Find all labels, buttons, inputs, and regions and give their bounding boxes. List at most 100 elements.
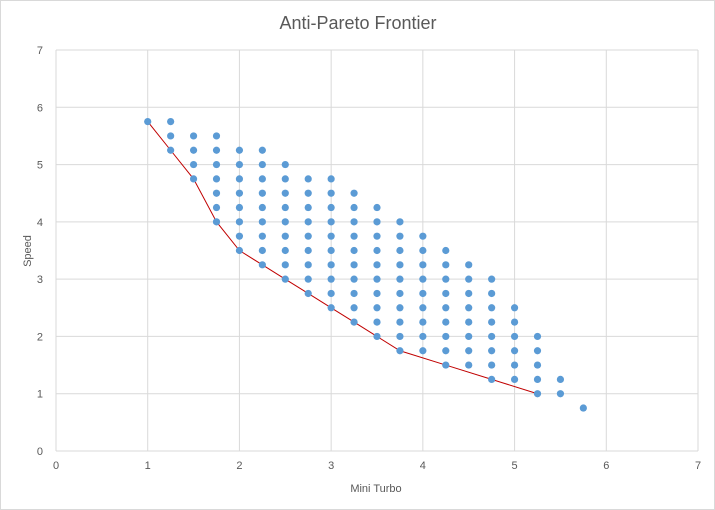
data-point bbox=[281, 218, 289, 226]
data-point bbox=[258, 203, 266, 212]
data-point bbox=[212, 146, 221, 154]
data-point bbox=[212, 160, 221, 169]
frontier-line bbox=[147, 121, 538, 395]
data-point bbox=[304, 246, 312, 255]
data-point bbox=[556, 375, 565, 383]
data-point bbox=[465, 318, 473, 326]
data-point bbox=[350, 189, 358, 197]
y-tick-label: 7 bbox=[37, 45, 43, 57]
y-tick-label: 5 bbox=[37, 160, 43, 172]
data-point bbox=[419, 232, 427, 240]
data-point bbox=[304, 203, 312, 212]
data-point bbox=[488, 318, 496, 326]
data-point bbox=[350, 289, 358, 298]
data-point bbox=[442, 246, 450, 255]
data-point bbox=[373, 203, 381, 212]
data-point bbox=[235, 218, 244, 226]
data-point bbox=[533, 347, 542, 355]
data-point bbox=[212, 132, 221, 140]
data-point bbox=[281, 246, 289, 255]
data-point bbox=[189, 146, 198, 154]
data-point bbox=[373, 275, 381, 283]
y-tick-label: 3 bbox=[37, 274, 43, 286]
y-tick-label: 0 bbox=[37, 446, 43, 458]
x-tick-label: 1 bbox=[145, 460, 151, 472]
data-point bbox=[442, 289, 450, 298]
data-point bbox=[465, 304, 473, 312]
data-point bbox=[281, 160, 289, 169]
x-axis-ticks: 0 1 2 3 4 5 6 7 bbox=[53, 460, 701, 472]
x-axis-label: Mini Turbo bbox=[350, 483, 401, 495]
y-tick-label: 6 bbox=[37, 102, 43, 114]
data-point bbox=[396, 275, 404, 283]
data-point bbox=[488, 375, 496, 383]
data-point bbox=[327, 175, 335, 183]
data-point bbox=[327, 304, 335, 312]
data-point bbox=[212, 175, 221, 183]
data-point bbox=[465, 361, 473, 369]
data-point bbox=[304, 232, 312, 240]
x-tick-label: 6 bbox=[603, 460, 609, 472]
data-point bbox=[373, 232, 381, 240]
data-point bbox=[419, 275, 427, 283]
data-point bbox=[167, 146, 175, 154]
data-point bbox=[212, 218, 221, 226]
data-point bbox=[579, 404, 587, 412]
data-point bbox=[258, 189, 266, 197]
data-point bbox=[235, 203, 244, 212]
data-point bbox=[396, 304, 404, 312]
data-point bbox=[533, 390, 542, 398]
data-point bbox=[167, 132, 175, 140]
data-point bbox=[488, 275, 496, 283]
data-point bbox=[327, 189, 335, 197]
data-point bbox=[304, 261, 312, 269]
data-point bbox=[373, 289, 381, 298]
data-point bbox=[327, 218, 335, 226]
data-point bbox=[350, 232, 358, 240]
data-point bbox=[396, 347, 404, 355]
data-point bbox=[350, 246, 358, 255]
data-point bbox=[350, 275, 358, 283]
data-point bbox=[396, 261, 404, 269]
data-point bbox=[373, 218, 381, 226]
data-point bbox=[396, 218, 404, 226]
y-axis-ticks: 0 1 2 3 4 5 6 7 bbox=[37, 45, 43, 458]
data-point bbox=[281, 261, 289, 269]
data-point bbox=[419, 318, 427, 326]
data-point bbox=[327, 203, 335, 212]
data-point bbox=[419, 246, 427, 255]
data-point bbox=[281, 175, 289, 183]
chart-title: Anti-Pareto Frontier bbox=[279, 13, 436, 33]
data-point bbox=[304, 289, 312, 298]
data-point bbox=[556, 390, 565, 398]
data-point bbox=[510, 304, 519, 312]
y-axis-label: Speed bbox=[22, 235, 34, 267]
data-point bbox=[327, 232, 335, 240]
data-point bbox=[510, 318, 519, 326]
data-point bbox=[488, 289, 496, 298]
data-point bbox=[350, 318, 358, 326]
data-point bbox=[281, 189, 289, 197]
x-tick-label: 5 bbox=[512, 460, 518, 472]
data-point bbox=[304, 189, 312, 197]
data-point bbox=[258, 175, 266, 183]
data-point bbox=[235, 146, 244, 154]
data-point bbox=[442, 275, 450, 283]
x-tick-label: 0 bbox=[53, 460, 59, 472]
data-point bbox=[442, 332, 450, 341]
data-point bbox=[281, 275, 289, 283]
data-point bbox=[144, 118, 152, 126]
data-point bbox=[488, 332, 496, 341]
data-point bbox=[258, 218, 266, 226]
data-point bbox=[419, 347, 427, 355]
data-point bbox=[510, 332, 519, 341]
data-point bbox=[212, 189, 221, 197]
data-point bbox=[488, 361, 496, 369]
x-tick-label: 7 bbox=[695, 460, 701, 472]
data-point bbox=[373, 332, 381, 341]
data-point bbox=[167, 118, 175, 126]
data-point bbox=[258, 261, 266, 269]
x-tick-label: 4 bbox=[420, 460, 426, 472]
data-point bbox=[442, 304, 450, 312]
data-point bbox=[373, 304, 381, 312]
